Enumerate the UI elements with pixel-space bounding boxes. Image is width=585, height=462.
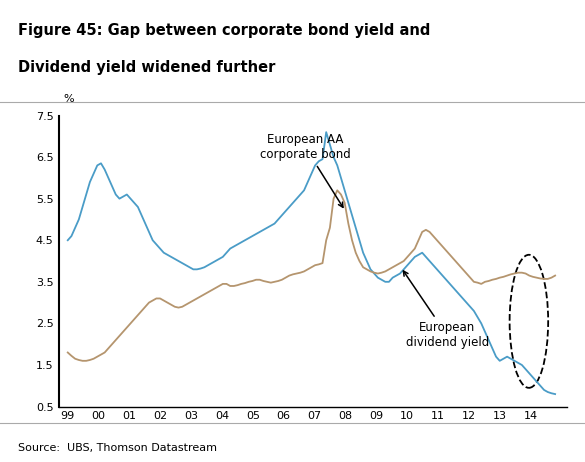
Text: European AA
corporate bond: European AA corporate bond (260, 133, 350, 207)
Text: European
dividend yield: European dividend yield (404, 271, 489, 349)
Text: Source:  UBS, Thomson Datastream: Source: UBS, Thomson Datastream (18, 443, 216, 453)
Text: %: % (64, 94, 74, 104)
Text: Figure 45: Gap between corporate bond yield and: Figure 45: Gap between corporate bond yi… (18, 23, 430, 38)
Text: Dividend yield widened further: Dividend yield widened further (18, 60, 275, 75)
